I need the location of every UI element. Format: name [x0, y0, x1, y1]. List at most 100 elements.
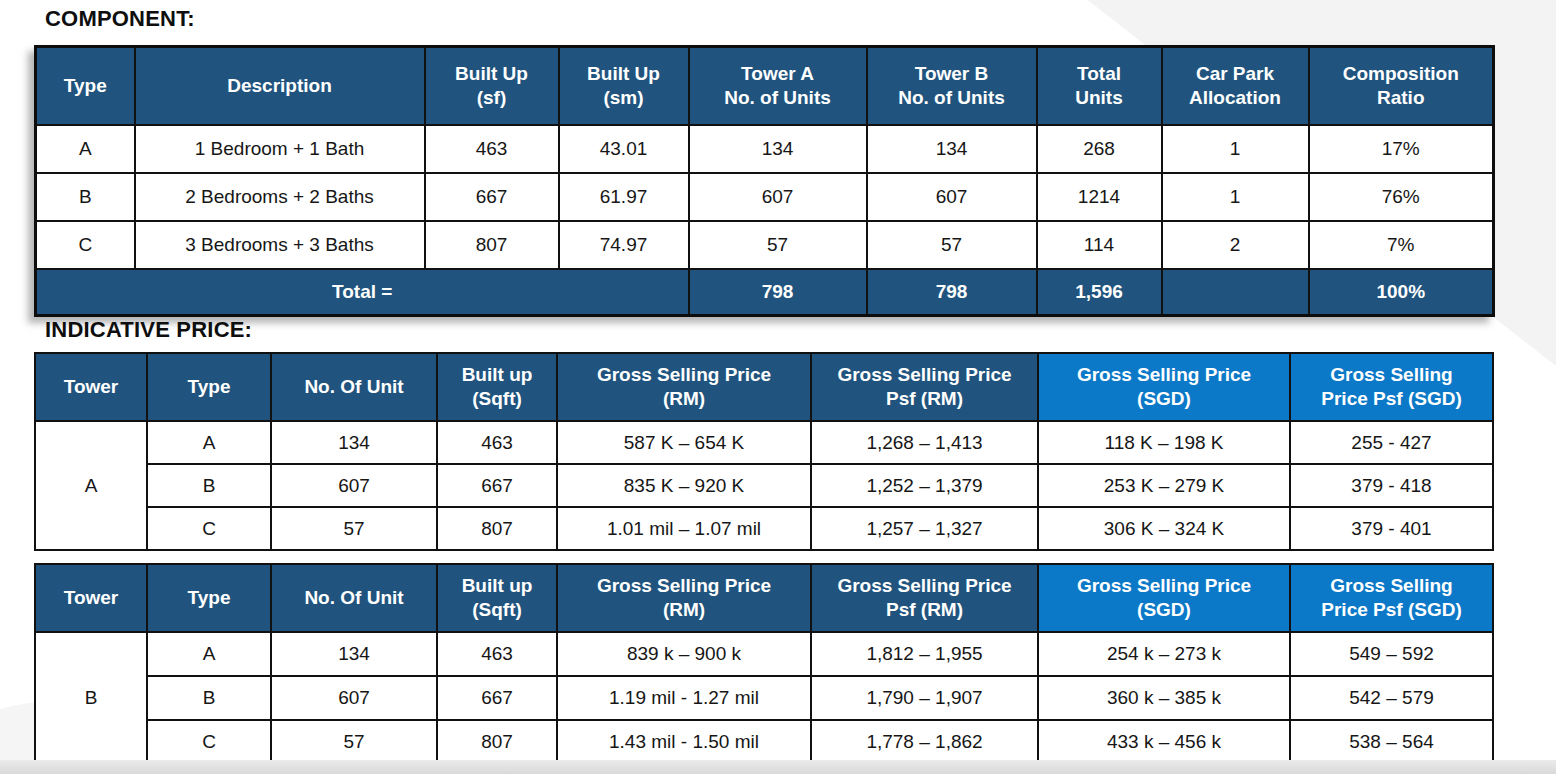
cell-gsp-sgd: 253 K – 279 K: [1038, 464, 1290, 507]
table-row: C 57 807 1.43 mil - 1.50 mil 1,778 – 1,8…: [35, 720, 1493, 764]
price-header-row: Tower Type No. Of Unit Built up (Sqft) G…: [35, 353, 1493, 421]
table-row: B 2 Bedrooms + 2 Baths 667 61.97 607 607…: [36, 173, 1494, 221]
cell-gsp-psf-rm: 1,252 – 1,379: [811, 464, 1038, 507]
slide-footer-band: [0, 760, 1556, 774]
cell-tower: A: [35, 421, 147, 550]
cell-gsp-sgd: 306 K – 324 K: [1038, 507, 1290, 550]
cell-gsp-psf-sgd: 379 - 418: [1290, 464, 1493, 507]
cell-gsp-rm: 587 K – 654 K: [557, 421, 811, 464]
column-header-type: Type: [36, 47, 135, 126]
column-header-no-of-unit: No. Of Unit: [271, 564, 437, 632]
cell-type: B: [147, 676, 271, 720]
component-table: Type Description Built Up (sf) Built Up …: [34, 45, 1495, 317]
total-composition-ratio: 100%: [1309, 269, 1494, 316]
cell-type: C: [147, 507, 271, 550]
cell-car-park: 1: [1162, 125, 1309, 173]
column-header-gsp-rm: Gross Selling Price (RM): [557, 564, 811, 632]
table-row: A A 134 463 587 K – 654 K 1,268 – 1,413 …: [35, 421, 1493, 464]
cell-tower-a-units: 607: [689, 173, 867, 221]
cell-no-of-unit: 607: [271, 464, 437, 507]
table-row: B 607 667 835 K – 920 K 1,252 – 1,379 25…: [35, 464, 1493, 507]
cell-no-of-unit: 134: [271, 632, 437, 676]
cell-composition-ratio: 17%: [1309, 125, 1494, 173]
table-row: C 57 807 1.01 mil – 1.07 mil 1,257 – 1,3…: [35, 507, 1493, 550]
cell-builtup-sqft: 807: [437, 720, 557, 764]
cell-builtup-sm: 61.97: [559, 173, 689, 221]
column-header-gsp-psf-rm: Gross Selling Price Psf (RM): [811, 353, 1038, 421]
cell-tower-b-units: 607: [867, 173, 1037, 221]
cell-gsp-psf-rm: 1,257 – 1,327: [811, 507, 1038, 550]
cell-builtup-sm: 43.01: [559, 125, 689, 173]
total-label: Total =: [36, 269, 689, 316]
column-header-car-park: Car Park Allocation: [1162, 47, 1309, 126]
cell-builtup-sf: 463: [425, 125, 559, 173]
total-car-park: [1162, 269, 1309, 316]
cell-composition-ratio: 7%: [1309, 221, 1494, 269]
cell-builtup-sqft: 463: [437, 632, 557, 676]
cell-no-of-unit: 134: [271, 421, 437, 464]
cell-no-of-unit: 57: [271, 720, 437, 764]
cell-gsp-psf-sgd: 549 – 592: [1290, 632, 1493, 676]
cell-type: A: [36, 125, 135, 173]
cell-gsp-rm: 839 k – 900 k: [557, 632, 811, 676]
cell-builtup-sqft: 667: [437, 676, 557, 720]
total-tower-b-units: 798: [867, 269, 1037, 316]
column-header-gsp-sgd: Gross Selling Price (SGD): [1038, 353, 1290, 421]
cell-type: A: [147, 632, 271, 676]
cell-total-units: 1214: [1037, 173, 1162, 221]
column-header-builtup-sm: Built Up (sm): [559, 47, 689, 126]
cell-gsp-psf-rm: 1,778 – 1,862: [811, 720, 1038, 764]
cell-gsp-psf-sgd: 379 - 401: [1290, 507, 1493, 550]
cell-tower-b-units: 134: [867, 125, 1037, 173]
column-header-gsp-rm: Gross Selling Price (RM): [557, 353, 811, 421]
cell-builtup-sqft: 667: [437, 464, 557, 507]
column-header-type: Type: [147, 353, 271, 421]
total-row: Total = 798 798 1,596 100%: [36, 269, 1494, 316]
cell-tower: B: [35, 632, 147, 764]
component-section-title: COMPONENT:: [45, 6, 195, 32]
column-header-builtup-sqft: Built up (Sqft): [437, 564, 557, 632]
table-row: C 3 Bedrooms + 3 Baths 807 74.97 57 57 1…: [36, 221, 1494, 269]
cell-builtup-sf: 807: [425, 221, 559, 269]
cell-gsp-psf-sgd: 538 – 564: [1290, 720, 1493, 764]
table-row: B A 134 463 839 k – 900 k 1,812 – 1,955 …: [35, 632, 1493, 676]
column-header-gsp-psf-rm: Gross Selling Price Psf (RM): [811, 564, 1038, 632]
cell-composition-ratio: 76%: [1309, 173, 1494, 221]
cell-total-units: 268: [1037, 125, 1162, 173]
cell-tower-a-units: 57: [689, 221, 867, 269]
cell-type: B: [147, 464, 271, 507]
column-header-type: Type: [147, 564, 271, 632]
price-table-tower-b: Tower Type No. Of Unit Built up (Sqft) G…: [34, 563, 1494, 765]
column-header-no-of-unit: No. Of Unit: [271, 353, 437, 421]
column-header-tower-a-units: Tower A No. of Units: [689, 47, 867, 126]
column-header-gsp-sgd: Gross Selling Price (SGD): [1038, 564, 1290, 632]
total-units: 1,596: [1037, 269, 1162, 316]
cell-gsp-rm: 1.01 mil – 1.07 mil: [557, 507, 811, 550]
cell-gsp-rm: 835 K – 920 K: [557, 464, 811, 507]
cell-type: C: [36, 221, 135, 269]
cell-tower-a-units: 134: [689, 125, 867, 173]
cell-description: 1 Bedroom + 1 Bath: [135, 125, 425, 173]
cell-gsp-sgd: 433 k – 456 k: [1038, 720, 1290, 764]
cell-gsp-psf-rm: 1,268 – 1,413: [811, 421, 1038, 464]
indicative-price-section-title: INDICATIVE PRICE:: [45, 317, 252, 343]
total-tower-a-units: 798: [689, 269, 867, 316]
component-header-row: Type Description Built Up (sf) Built Up …: [36, 47, 1494, 126]
cell-builtup-sqft: 463: [437, 421, 557, 464]
price-header-row: Tower Type No. Of Unit Built up (Sqft) G…: [35, 564, 1493, 632]
cell-tower-b-units: 57: [867, 221, 1037, 269]
cell-gsp-rm: 1.43 mil - 1.50 mil: [557, 720, 811, 764]
cell-no-of-unit: 607: [271, 676, 437, 720]
column-header-tower: Tower: [35, 564, 147, 632]
column-header-gsp-psf-sgd: Gross Selling Price Psf (SGD): [1290, 353, 1493, 421]
column-header-total-units: Total Units: [1037, 47, 1162, 126]
table-row: B 607 667 1.19 mil - 1.27 mil 1,790 – 1,…: [35, 676, 1493, 720]
column-header-composition-ratio: Composition Ratio: [1309, 47, 1494, 126]
cell-gsp-sgd: 254 k – 273 k: [1038, 632, 1290, 676]
cell-type: C: [147, 720, 271, 764]
cell-gsp-rm: 1.19 mil - 1.27 mil: [557, 676, 811, 720]
cell-type: B: [36, 173, 135, 221]
cell-type: A: [147, 421, 271, 464]
column-header-builtup-sqft: Built up (Sqft): [437, 353, 557, 421]
cell-description: 2 Bedrooms + 2 Baths: [135, 173, 425, 221]
